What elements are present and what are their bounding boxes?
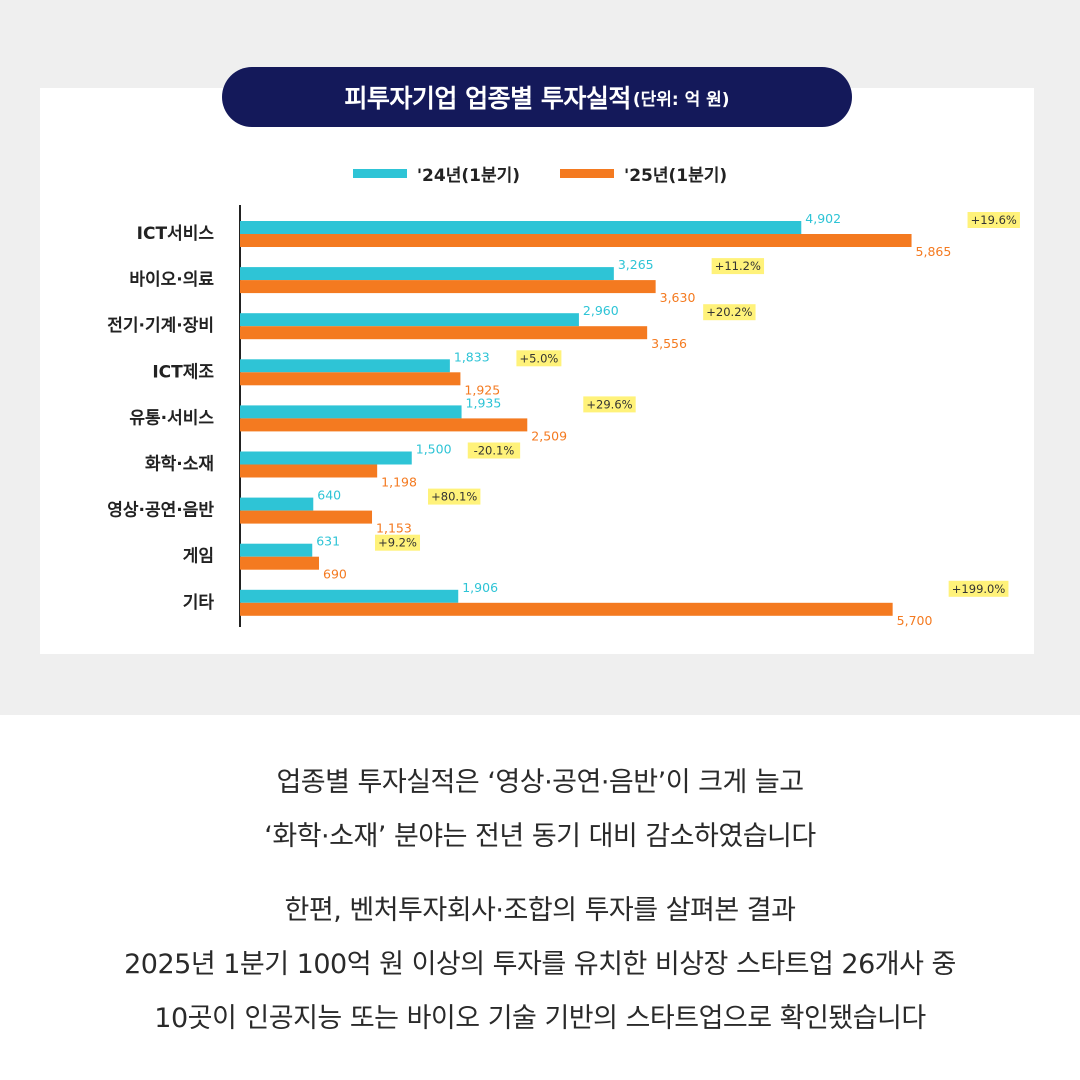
category-label-5: 화학·소재 [145,455,214,475]
value-label-2025-7: 690 [323,567,347,582]
bar-2024-8 [240,589,459,603]
bar-2025-6 [240,510,373,524]
bar-2024-4 [240,405,462,419]
change-badge-8 [948,580,1009,597]
chart-unit: (단위: 억 원) [632,89,730,110]
change-badge-6 [428,488,481,505]
bar-chart: ICT서비스 4,902 5,865 +19.6% 바이오·의료 3,265 3,630 +1… [107,205,1020,628]
bar-2024-7 [240,543,313,557]
change-badge-5 [467,442,521,459]
category-label-0: ICT서비스 [137,224,215,244]
value-label-2024-1: 3,265 [618,257,654,272]
category-label-8: 기타 [183,593,215,613]
bar-2024-0 [240,221,802,234]
value-label-2025-3: 1,925 [464,382,500,397]
value-label-2024-8: 1,906 [462,580,498,595]
bar-2025-3 [240,372,461,386]
caption-line-4: 2025년 1분기 100억 원 이상의 투자를 유치한 비상장 스타트업 26… [124,949,956,980]
value-label-2024-3: 1,833 [454,349,490,364]
category-label-1: 바이오·의료 [129,270,214,290]
bar-2025-8 [240,602,893,616]
category-label-4: 유통·서비스 [129,408,214,428]
chart-title: 피투자기업 업종별 투자실적 [344,84,631,113]
value-label-2025-4: 2,509 [531,428,567,443]
legend-label-2025: '25년(1분기) [624,165,728,186]
caption-line-2: ‘화학·소재’ 분야는 전년 동기 대비 감소하였습니다 [264,821,816,852]
bar-2024-6 [240,497,314,511]
change-label-4: +29.6% [586,397,632,411]
value-label-2024-0: 4,902 [805,211,841,226]
bar-2024-5 [240,451,412,465]
change-label-7: +9.2% [378,536,417,550]
change-badge-4 [583,396,636,413]
change-badge-2 [703,304,756,321]
chart-panel [40,88,1034,654]
legend-label-2024: '24년(1분기) [416,165,520,186]
value-label-2024-7: 631 [316,534,340,549]
change-label-1: +11.2% [715,259,761,273]
bar-2024-3 [240,359,450,373]
bar-2025-0 [240,234,912,247]
value-label-2024-2: 2,960 [583,303,619,318]
value-label-2025-8: 5,700 [897,613,933,628]
value-label-2025-6: 1,153 [376,521,412,536]
value-label-2025-2: 3,556 [651,336,687,351]
caption-line-1: 업종별 투자실적은 ‘영상·공연·음반’이 크게 늘고 [276,767,804,798]
legend-item-2024: '24년(1분기) [352,161,520,186]
category-label-7: 게임 [183,546,214,567]
change-label-8: +199.0% [952,582,1006,596]
change-badge-0 [967,212,1020,228]
category-label-6: 영상·공연·음반 [107,501,214,521]
bar-2025-1 [240,280,656,294]
chart-title-pill: 피투자기업 업종별 투자실적 (단위: 억 원) [222,67,852,127]
change-label-6: +80.1% [431,490,477,504]
bar-2025-4 [240,418,528,432]
bar-2025-2 [240,326,648,340]
value-label-2025-1: 3,630 [660,290,696,305]
category-label-2: 전기·기계·장비 [107,316,214,336]
change-label-2: +20.2% [706,305,752,319]
bar-2024-1 [240,267,614,281]
caption-line-3: 한편, 벤처투자회사·조합의 투자를 살펴본 결과 [284,895,796,926]
chart-legend: '24년(1분기) '25년(1분기) [0,158,1080,188]
change-label-3: +5.0% [519,351,558,365]
change-badge-7 [375,534,421,551]
value-label-2024-5: 1,500 [416,442,452,457]
value-label-2025-0: 5,865 [916,244,952,259]
value-label-2024-4: 1,935 [466,395,502,410]
bar-2025-5 [240,464,378,478]
legend-swatch-2024 [352,168,407,178]
value-label-2025-5: 1,198 [381,475,417,490]
value-label-2024-6: 640 [317,488,341,503]
bar-2024-2 [240,313,579,327]
change-label-5: -20.1% [474,444,515,458]
change-label-0: +19.6% [971,213,1017,227]
category-label-3: ICT제조 [152,362,214,382]
legend-item-2025: '25년(1분기) [560,161,727,186]
change-badge-3 [516,350,562,367]
legend-swatch-2025 [560,168,614,178]
bar-2025-7 [240,556,320,570]
change-badge-1 [711,258,765,275]
caption-line-5: 10곳이 인공지능 또는 바이오 기술 기반의 스타트업으로 확인됐습니다 [154,1003,926,1034]
